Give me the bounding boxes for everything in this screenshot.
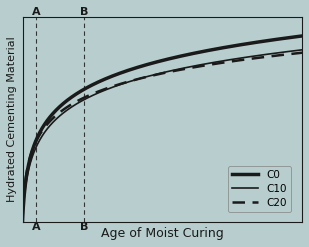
X-axis label: Age of Moist Curing: Age of Moist Curing [101,227,224,240]
Text: B: B [80,7,88,17]
Legend: C0, C10, C20: C0, C10, C20 [228,165,291,212]
Y-axis label: Hydrated Cementing Material: Hydrated Cementing Material [7,36,17,202]
Text: A: A [32,7,41,17]
Text: B: B [80,222,88,231]
Text: A: A [32,222,41,231]
